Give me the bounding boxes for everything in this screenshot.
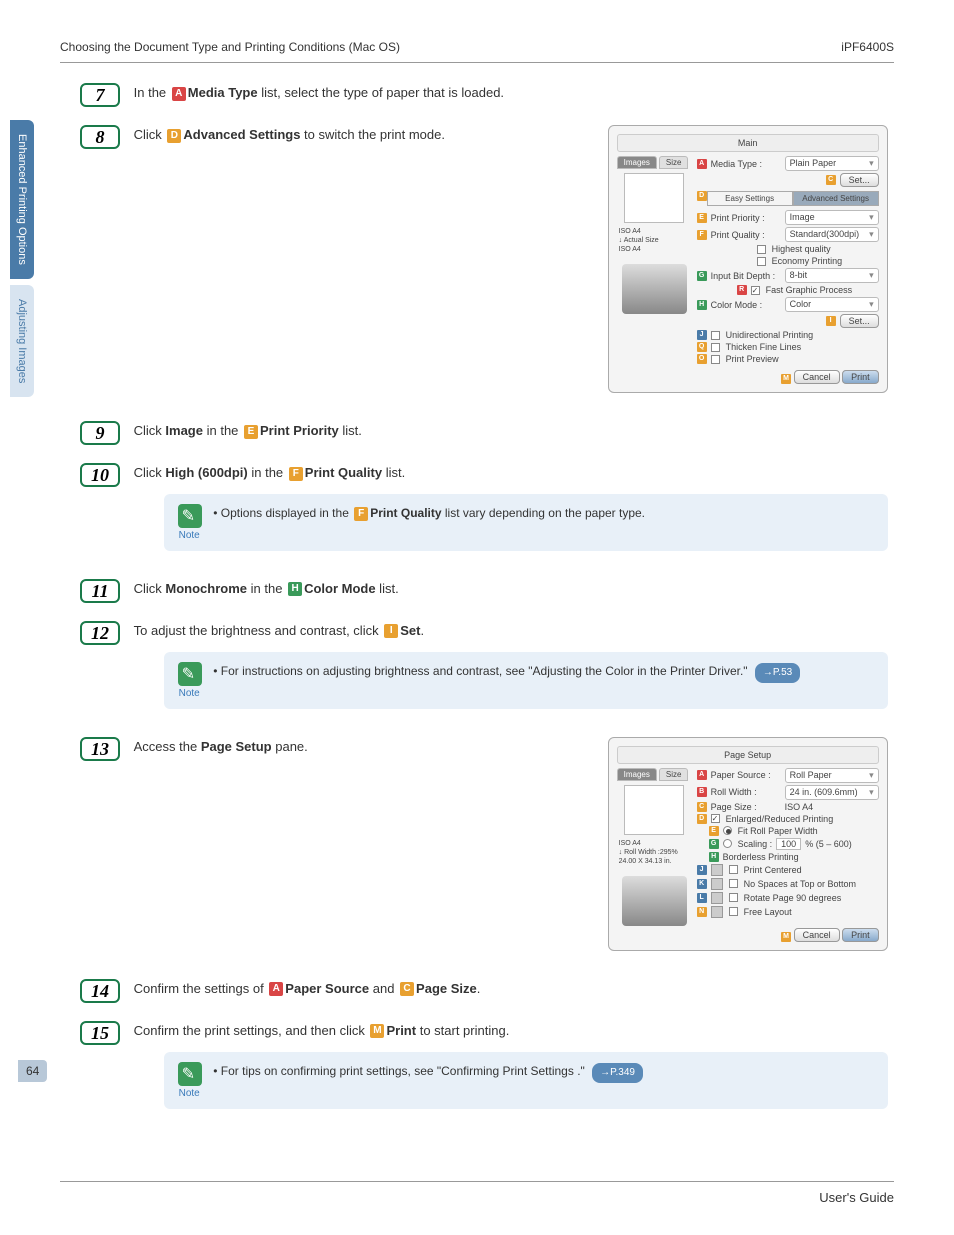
- ss1-quality[interactable]: Standard(300dpi): [785, 227, 879, 242]
- step-10: 10 Click High (600dpi) in the FPrint Qua…: [80, 463, 894, 561]
- ss1-priority[interactable]: Image: [785, 210, 879, 225]
- page-header: Choosing the Document Type and Printing …: [60, 40, 894, 63]
- ss1-set-button[interactable]: Set...: [840, 173, 879, 187]
- pref-349[interactable]: →P.349: [592, 1063, 643, 1083]
- step-15: 15 Confirm the print settings, and then …: [80, 1021, 894, 1119]
- note-icon: [178, 662, 202, 686]
- step-8-text: Click DAdvanced Settings to switch the p…: [134, 127, 445, 142]
- note-12-body: • For instructions on adjusting brightne…: [213, 662, 859, 683]
- step-10-text: Click High (600dpi) in the FPrint Qualit…: [134, 465, 406, 480]
- step-13-text: Access the Page Setup pane.: [134, 739, 308, 754]
- step-12: 12 To adjust the brightness and contrast…: [80, 621, 894, 719]
- pref-53[interactable]: →P.53: [755, 663, 800, 683]
- side-tabs: Enhanced Printing Options Adjusting Imag…: [10, 120, 34, 403]
- step-13: 13 Page Setup Images Size ISO A4 ↓ Roll …: [80, 737, 894, 961]
- ss1-tab-size[interactable]: Size: [659, 156, 689, 169]
- note-12: Note • For instructions on adjusting bri…: [164, 652, 888, 709]
- sidetab-adjusting[interactable]: Adjusting Images: [10, 285, 34, 397]
- printer-icon: [622, 264, 687, 314]
- step-num-7: 7: [80, 83, 120, 107]
- screenshot-main: Main Images Size ISO A4 ↓ Actual Size IS…: [608, 125, 888, 393]
- ss1-adv-tab[interactable]: Advanced Settings: [793, 191, 879, 206]
- ss1-tab-images[interactable]: Images: [617, 156, 657, 169]
- note-10: Note • Options displayed in the FPrint Q…: [164, 494, 888, 551]
- ss2-title[interactable]: Page Setup: [617, 746, 879, 764]
- header-left: Choosing the Document Type and Printing …: [60, 40, 400, 54]
- note-15: Note • For tips on confirming print sett…: [164, 1052, 888, 1109]
- step-11: 11 Click Monochrome in the HColor Mode l…: [80, 579, 894, 603]
- ss1-bitdepth[interactable]: 8-bit: [785, 268, 879, 283]
- ss1-media-type[interactable]: Plain Paper: [785, 156, 879, 171]
- sidetab-enhanced[interactable]: Enhanced Printing Options: [10, 120, 34, 279]
- note-15-body: • For tips on confirming print settings,…: [213, 1062, 859, 1083]
- page-number: 64: [18, 1060, 47, 1082]
- note-10-body: • Options displayed in the FPrint Qualit…: [213, 504, 859, 523]
- step-15-text: Confirm the print settings, and then cli…: [134, 1023, 510, 1038]
- screenshot-pagesetup: Page Setup Images Size ISO A4 ↓ Roll Wid…: [608, 737, 888, 951]
- ss1-info: ISO A4 ↓ Actual Size ISO A4: [617, 227, 692, 254]
- ss1-color[interactable]: Color: [785, 297, 879, 312]
- letter-A: A: [172, 87, 186, 101]
- step-7-text: In the AMedia Type list, select the type…: [134, 85, 504, 100]
- ss1-cancel[interactable]: Cancel: [794, 370, 840, 384]
- step-11-text: Click Monochrome in the HColor Mode list…: [134, 581, 399, 596]
- step-num-9: 9: [80, 421, 120, 445]
- footer: User's Guide: [60, 1181, 894, 1205]
- header-right: iPF6400S: [841, 40, 894, 54]
- ss1-easy-tab[interactable]: Easy Settings: [707, 191, 793, 206]
- ss1-title[interactable]: Main: [617, 134, 879, 152]
- step-num-8: 8: [80, 125, 120, 149]
- step-12-text: To adjust the brightness and contrast, c…: [134, 623, 424, 638]
- note-icon: [178, 1062, 202, 1086]
- ss1-thumbnail: [624, 173, 684, 223]
- ss1-print[interactable]: Print: [842, 370, 879, 384]
- step-14: 14 Confirm the settings of APaper Source…: [80, 979, 894, 1003]
- step-8: 8 Main Images Size ISO A4 ↓ Actual Size: [80, 125, 894, 403]
- step-14-text: Confirm the settings of APaper Source an…: [134, 981, 481, 996]
- step-9-text: Click Image in the EPrint Priority list.: [134, 423, 362, 438]
- step-7: 7 In the AMedia Type list, select the ty…: [80, 83, 894, 107]
- step-num-10: 10: [80, 463, 120, 487]
- step-9: 9 Click Image in the EPrint Priority lis…: [80, 421, 894, 445]
- letter-D: D: [167, 129, 181, 143]
- note-icon: [178, 504, 202, 528]
- ss1-set2[interactable]: Set...: [840, 314, 879, 328]
